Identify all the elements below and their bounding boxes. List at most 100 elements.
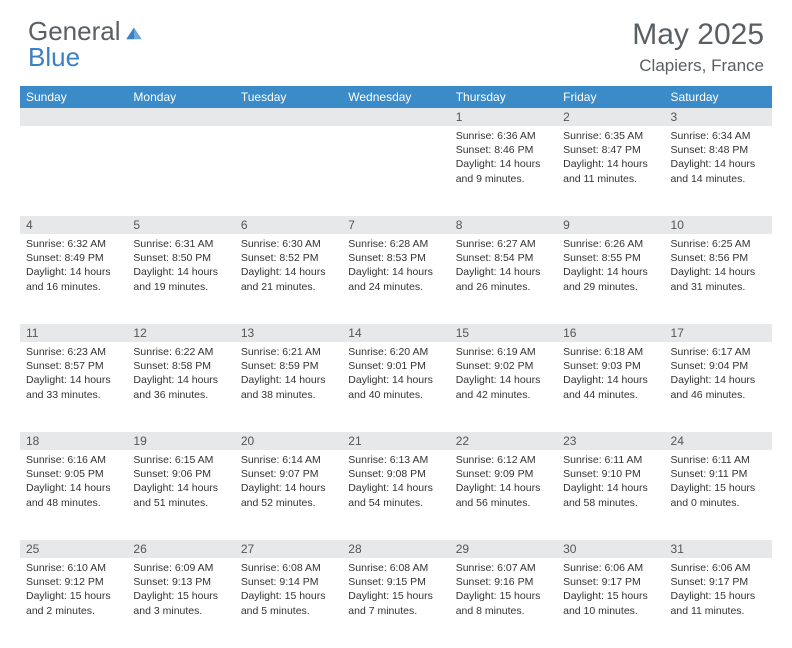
weekday-header: Monday	[127, 86, 234, 108]
sunset-text: Sunset: 9:08 PM	[348, 467, 443, 481]
sunset-text: Sunset: 8:59 PM	[241, 359, 336, 373]
day2-text: and 48 minutes.	[26, 496, 121, 510]
sunset-text: Sunset: 8:57 PM	[26, 359, 121, 373]
day2-text: and 56 minutes.	[456, 496, 551, 510]
sunset-text: Sunset: 8:52 PM	[241, 251, 336, 265]
sunset-text: Sunset: 8:46 PM	[456, 143, 551, 157]
week-row: Sunrise: 6:36 AMSunset: 8:46 PM Daylight:…	[20, 126, 772, 216]
sunrise-text: Sunrise: 6:32 AM	[26, 237, 121, 251]
sunrise-text: Sunrise: 6:21 AM	[241, 345, 336, 359]
day-cell: Sunrise: 6:19 AMSunset: 9:02 PMDaylight:…	[450, 342, 557, 432]
day1-text: Daylight: 14 hours	[241, 481, 336, 495]
sunset-text: Sunset: 9:17 PM	[671, 575, 766, 589]
day2-text: and 19 minutes.	[133, 280, 228, 294]
day-number: 19	[127, 432, 234, 450]
day-cell: Sunrise: 6:25 AMSunset: 8:56 PMDaylight:…	[665, 234, 772, 324]
sunrise-text: Sunrise: 6:10 AM	[26, 561, 121, 575]
day2-text: and 3 minutes.	[133, 604, 228, 618]
sunrise-text: Sunrise: 6:12 AM	[456, 453, 551, 467]
day-number-row: 18192021222324	[20, 432, 772, 450]
day1-text: Daylight: 15 hours	[563, 589, 658, 603]
day2-text: and 0 minutes.	[671, 496, 766, 510]
sunrise-text: Sunrise: 6:23 AM	[26, 345, 121, 359]
weekday-header: Wednesday	[342, 86, 449, 108]
day-number: 17	[665, 324, 772, 342]
day2-text: and 52 minutes.	[241, 496, 336, 510]
sunset-text: Sunset: 9:01 PM	[348, 359, 443, 373]
day-number: 8	[450, 216, 557, 234]
day-cell: Sunrise: 6:16 AMSunset: 9:05 PMDaylight:…	[20, 450, 127, 540]
day2-text: and 58 minutes.	[563, 496, 658, 510]
day-number: 7	[342, 216, 449, 234]
day-number: 20	[235, 432, 342, 450]
day-number: 30	[557, 540, 664, 558]
day-number: 12	[127, 324, 234, 342]
day2-text: and 7 minutes.	[348, 604, 443, 618]
day-number: 5	[127, 216, 234, 234]
logo-text-2: Blue	[28, 42, 80, 72]
title-block: May 2025 Clapiers, France	[632, 18, 764, 76]
week-row: Sunrise: 6:23 AMSunset: 8:57 PM Daylight:…	[20, 342, 772, 432]
day1-text: Daylight: 14 hours	[456, 481, 551, 495]
day-cell: Sunrise: 6:14 AMSunset: 9:07 PMDaylight:…	[235, 450, 342, 540]
day-number: 18	[20, 432, 127, 450]
day2-text: and 46 minutes.	[671, 388, 766, 402]
page-title: May 2025	[632, 18, 764, 52]
logo: GeneralBlue	[28, 18, 144, 70]
day-number: 2	[557, 108, 664, 126]
sunset-text: Sunset: 9:06 PM	[133, 467, 228, 481]
day2-text: and 5 minutes.	[241, 604, 336, 618]
sunrise-text: Sunrise: 6:34 AM	[671, 129, 766, 143]
day1-text: Daylight: 14 hours	[348, 481, 443, 495]
day1-text: Daylight: 15 hours	[26, 589, 121, 603]
day2-text: and 42 minutes.	[456, 388, 551, 402]
day1-text: Daylight: 14 hours	[456, 265, 551, 279]
day-number: 10	[665, 216, 772, 234]
day1-text: Daylight: 15 hours	[671, 589, 766, 603]
day2-text: and 29 minutes.	[563, 280, 658, 294]
weekday-header: Tuesday	[235, 86, 342, 108]
day1-text: Daylight: 15 hours	[456, 589, 551, 603]
day-cell	[20, 126, 127, 216]
day-number-row: 45678910	[20, 216, 772, 234]
day-cell: Sunrise: 6:08 AMSunset: 9:15 PMDaylight:…	[342, 558, 449, 648]
sunset-text: Sunset: 9:14 PM	[241, 575, 336, 589]
header: GeneralBlue May 2025 Clapiers, France	[0, 0, 792, 86]
sunrise-text: Sunrise: 6:11 AM	[671, 453, 766, 467]
day1-text: Daylight: 14 hours	[456, 373, 551, 387]
sunset-text: Sunset: 9:05 PM	[26, 467, 121, 481]
sunrise-text: Sunrise: 6:36 AM	[456, 129, 551, 143]
weekday-header-row: Sunday Monday Tuesday Wednesday Thursday…	[20, 86, 772, 108]
day2-text: and 38 minutes.	[241, 388, 336, 402]
sunrise-text: Sunrise: 6:31 AM	[133, 237, 228, 251]
weekday-header: Saturday	[665, 86, 772, 108]
sunrise-text: Sunrise: 6:27 AM	[456, 237, 551, 251]
day-number-row: 123	[20, 108, 772, 126]
triangle-icon	[124, 18, 144, 44]
sunrise-text: Sunrise: 6:17 AM	[671, 345, 766, 359]
day1-text: Daylight: 15 hours	[241, 589, 336, 603]
day2-text: and 31 minutes.	[671, 280, 766, 294]
day2-text: and 26 minutes.	[456, 280, 551, 294]
day1-text: Daylight: 14 hours	[563, 373, 658, 387]
sunset-text: Sunset: 9:03 PM	[563, 359, 658, 373]
day-cell: Sunrise: 6:21 AMSunset: 8:59 PMDaylight:…	[235, 342, 342, 432]
day-cell: Sunrise: 6:12 AMSunset: 9:09 PMDaylight:…	[450, 450, 557, 540]
day-number: 3	[665, 108, 772, 126]
day1-text: Daylight: 14 hours	[563, 157, 658, 171]
location-label: Clapiers, France	[632, 56, 764, 76]
sunrise-text: Sunrise: 6:09 AM	[133, 561, 228, 575]
day2-text: and 21 minutes.	[241, 280, 336, 294]
day-cell: Sunrise: 6:32 AMSunset: 8:49 PMDaylight:…	[20, 234, 127, 324]
day2-text: and 24 minutes.	[348, 280, 443, 294]
sunrise-text: Sunrise: 6:15 AM	[133, 453, 228, 467]
day2-text: and 40 minutes.	[348, 388, 443, 402]
day-cell: Sunrise: 6:06 AMSunset: 9:17 PMDaylight:…	[665, 558, 772, 648]
day-cell: Sunrise: 6:34 AMSunset: 8:48 PMDaylight:…	[665, 126, 772, 216]
day-number	[342, 108, 449, 126]
day-cell: Sunrise: 6:31 AMSunset: 8:50 PMDaylight:…	[127, 234, 234, 324]
day-number	[235, 108, 342, 126]
sunset-text: Sunset: 9:10 PM	[563, 467, 658, 481]
day2-text: and 2 minutes.	[26, 604, 121, 618]
day-number: 22	[450, 432, 557, 450]
